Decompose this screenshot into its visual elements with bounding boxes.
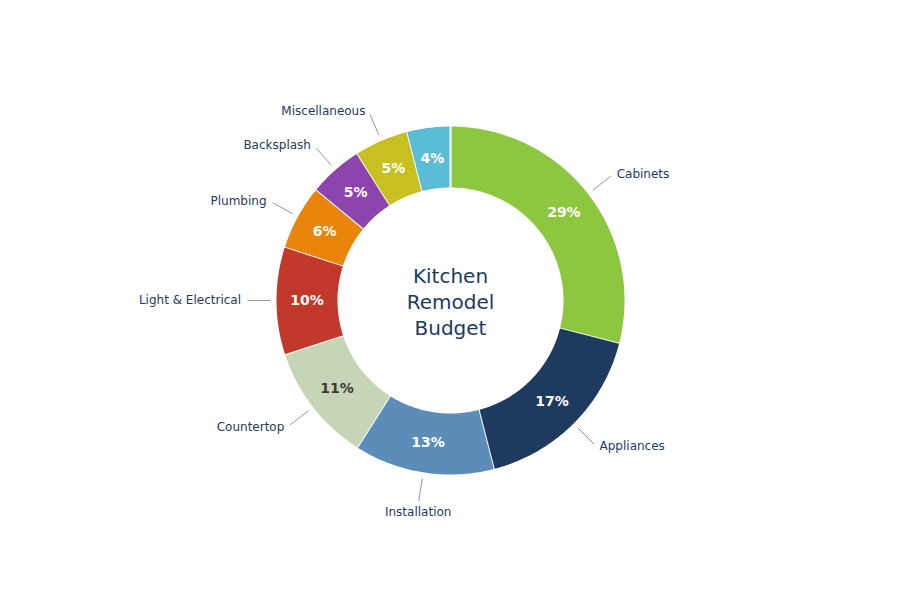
svg-text:13%: 13% (411, 434, 445, 450)
svg-text:5%: 5% (344, 184, 368, 200)
svg-text:4%: 4% (421, 150, 445, 166)
svg-text:17%: 17% (535, 393, 569, 409)
svg-text:Plumbing: Plumbing (210, 194, 266, 208)
svg-text:6%: 6% (313, 223, 337, 239)
svg-text:Light & Electrical: Light & Electrical (139, 293, 241, 307)
svg-text:Appliances: Appliances (600, 439, 665, 453)
svg-text:Cabinets: Cabinets (617, 167, 670, 181)
svg-text:10%: 10% (290, 292, 324, 308)
svg-text:KitchenRemodelBudget: KitchenRemodelBudget (407, 264, 495, 340)
svg-text:Backsplash: Backsplash (243, 138, 311, 152)
svg-text:Miscellaneous: Miscellaneous (281, 104, 365, 118)
svg-text:29%: 29% (547, 204, 581, 220)
svg-text:Countertop: Countertop (217, 420, 285, 434)
svg-text:Installation: Installation (385, 505, 451, 519)
svg-text:11%: 11% (320, 380, 354, 396)
svg-text:5%: 5% (382, 160, 406, 176)
